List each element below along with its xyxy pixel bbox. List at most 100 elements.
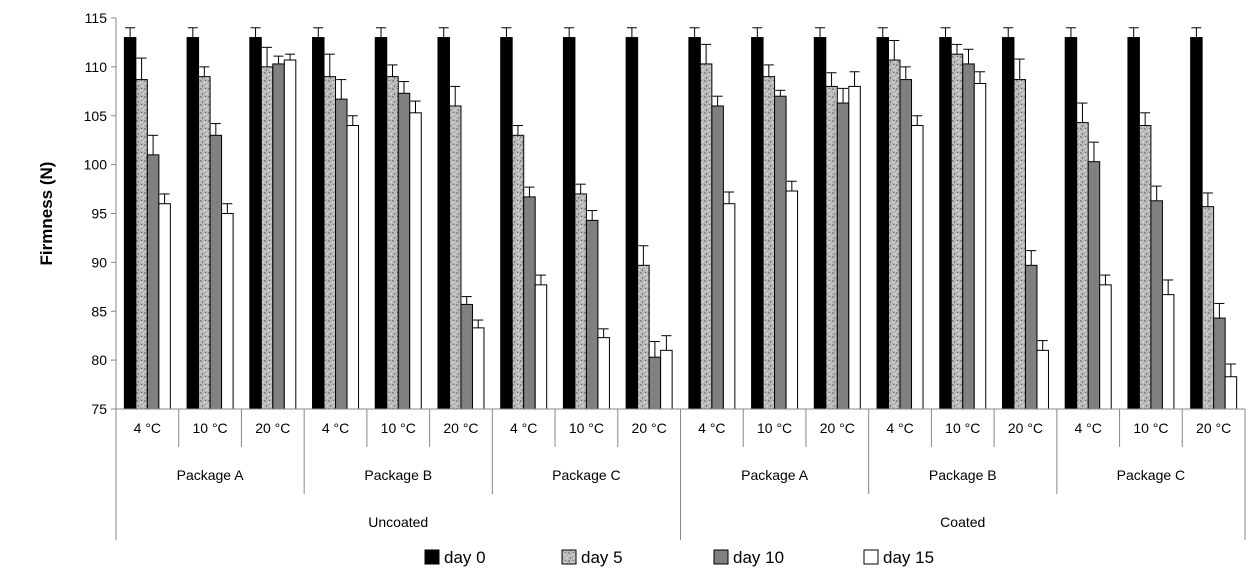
bar-day-15 (221, 213, 234, 410)
bar-day-5 (699, 63, 713, 410)
y-axis-title: Firmness (N) (37, 162, 56, 266)
x-tick-label-temperature: 20 °C (255, 420, 290, 436)
bar-day-0 (625, 37, 639, 410)
bar-day-5 (1013, 79, 1026, 410)
y-tick-label: 90 (91, 254, 107, 270)
legend-label: day 0 (444, 548, 486, 567)
bar-day-15 (283, 59, 297, 410)
legend-item-day-15: day 15 (863, 548, 934, 567)
x-tick-label-temperature: 10 °C (569, 420, 604, 436)
bar-day-5 (888, 59, 901, 410)
bar-day-10 (523, 196, 536, 410)
x-axis: 4 °C 10 °C 20 °C 4 °C 10 °C 20 °C 4 °C 10 °C 20 … (115, 408, 1246, 540)
bar-day-15 (785, 190, 799, 410)
bar-day-5 (1201, 206, 1215, 410)
bar-day-10 (962, 63, 975, 410)
y-tick-label: 75 (91, 401, 107, 417)
y-tick-label: 85 (91, 303, 107, 319)
x-tick-label-temperature: 4 °C (1074, 420, 1101, 436)
bar-day-5 (1138, 125, 1152, 410)
x-tick-label-package: Package A (177, 467, 245, 483)
legend: day 0 day 5 day 10 day 15 (424, 548, 934, 567)
bar-day-10 (1150, 200, 1163, 410)
bar-day-15 (722, 203, 736, 410)
bar-day-15 (1161, 294, 1175, 410)
x-tick-label-temperature: 10 °C (1133, 420, 1168, 436)
bar-day-0 (876, 37, 890, 410)
x-tick-label-coating: Uncoated (368, 514, 428, 530)
x-tick-label-temperature: 10 °C (381, 420, 416, 436)
x-tick-label-temperature: 20 °C (820, 420, 855, 436)
bar-day-10 (648, 356, 662, 410)
bar-day-0 (1001, 37, 1015, 410)
bar-day-15 (660, 349, 673, 410)
bar-day-15 (1036, 349, 1049, 410)
bar-day-5 (950, 53, 964, 410)
y-tick-label: 80 (91, 352, 107, 368)
x-tick-label-temperature: 10 °C (192, 420, 227, 436)
x-tick-label-temperature: 20 °C (632, 420, 667, 436)
bar-day-10 (585, 219, 599, 410)
bar-day-15 (158, 203, 171, 410)
x-tick-label-temperature: 4 °C (134, 420, 161, 436)
bar-day-10 (272, 63, 285, 410)
bar-day-5 (323, 76, 337, 410)
bar-day-0 (437, 37, 450, 410)
bar-day-0 (813, 37, 827, 410)
y-axis-label: Firmness (N) (37, 162, 56, 266)
bar-day-5 (825, 85, 838, 410)
bar-day-5 (762, 76, 776, 410)
bar-day-15 (534, 284, 548, 410)
legend-swatch (713, 549, 729, 565)
bar-day-5 (386, 76, 399, 410)
bar-day-10 (397, 92, 411, 410)
bar-day-10 (146, 154, 160, 410)
bar-day-5 (260, 66, 274, 410)
bar-day-10 (1024, 264, 1038, 410)
bar-day-5 (574, 193, 587, 410)
bar-day-0 (374, 37, 388, 410)
x-tick-label-temperature: 4 °C (322, 420, 349, 436)
bar-day-0 (751, 37, 764, 410)
bar-day-0 (186, 37, 200, 410)
x-tick-label-temperature: 20 °C (443, 420, 478, 436)
bar-day-0 (562, 37, 576, 410)
bar-day-10 (460, 303, 473, 410)
y-tick-label: 100 (84, 157, 108, 173)
legend-item-day-10: day 10 (713, 548, 784, 567)
bar-day-15 (973, 82, 987, 410)
x-tick-label-temperature: 10 °C (757, 420, 792, 436)
bar-day-15 (597, 337, 610, 410)
legend-label: day 5 (581, 548, 623, 567)
bar-day-15 (911, 125, 924, 410)
bar-day-0 (1190, 37, 1203, 410)
y-tick-label: 95 (91, 206, 107, 222)
bar-day-10 (774, 95, 787, 410)
x-tick-label-temperature: 10 °C (945, 420, 980, 436)
bar-day-10 (1213, 317, 1226, 410)
x-tick-label-package: Package C (552, 467, 620, 483)
legend-item-day-5: day 5 (561, 548, 623, 567)
y-tick-label: 105 (84, 108, 108, 124)
x-tick-label-package: Package B (929, 467, 997, 483)
bar-day-5 (135, 79, 148, 410)
bar-day-15 (848, 85, 861, 410)
y-tick-label: 110 (85, 59, 108, 75)
bar-day-15 (409, 112, 422, 410)
y-tick-label: 115 (85, 10, 108, 26)
y-axis: 75 80 85 90 95 100 105 110 115 (84, 10, 117, 417)
x-tick-label-temperature: 20 °C (1196, 420, 1231, 436)
x-tick-label-temperature: 4 °C (698, 420, 725, 436)
bar-day-5 (637, 264, 650, 410)
legend-swatch (863, 549, 879, 565)
bar-day-0 (500, 37, 513, 410)
bar-day-5 (1076, 122, 1089, 410)
x-tick-label-package: Package C (1117, 467, 1185, 483)
x-tick-label-temperature: 4 °C (886, 420, 913, 436)
legend-label: day 10 (733, 548, 784, 567)
x-tick-label-package: Package A (741, 467, 809, 483)
bar-day-0 (1127, 37, 1140, 410)
bar-day-10 (335, 98, 348, 410)
bar-day-15 (1099, 284, 1112, 410)
bar-day-15 (471, 327, 485, 410)
